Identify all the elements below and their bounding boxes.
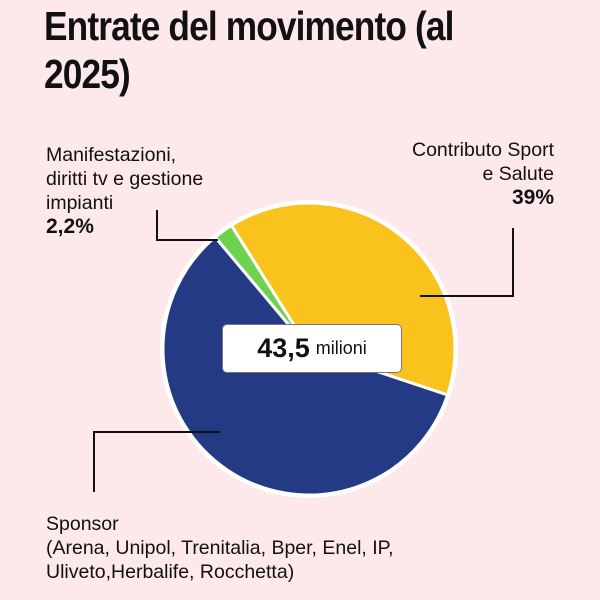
label-manifestazioni: Manifestazioni, diritti tv e gestione im…	[46, 143, 203, 239]
label-line: diritti tv e gestione	[46, 168, 204, 190]
leader-line-contributo	[420, 228, 514, 297]
label-contributo: Contributo Sport e Salute 39%	[412, 138, 554, 210]
label-line: Uliveto,Herbalife, Rocchetta)	[46, 561, 295, 583]
label-line: Sponsor	[46, 513, 119, 535]
label-line: e Salute	[482, 163, 554, 185]
total-unit: milioni	[315, 338, 367, 358]
label-line: impianti	[46, 192, 114, 214]
label-line: Contributo Sport	[412, 139, 554, 161]
label-line: Manifestazioni,	[46, 144, 177, 166]
label-line: (Arena, Unipol, Trenitalia, Bper, Enel, …	[46, 537, 394, 559]
leader-line-manifestazioni	[156, 210, 218, 241]
value-label-contributo: 39%	[511, 186, 554, 209]
total-value: 43,5	[257, 333, 310, 363]
label-sponsor: Sponsor (Arena, Unipol, Trenitalia, Bper…	[46, 512, 394, 584]
leader-line-sponsor	[93, 431, 220, 492]
value-label-manifestazioni: 2,2%	[46, 215, 94, 238]
chart-title: Entrate del movimento (al 2025)	[44, 3, 454, 97]
total-box: 43,5 milioni	[222, 324, 402, 373]
